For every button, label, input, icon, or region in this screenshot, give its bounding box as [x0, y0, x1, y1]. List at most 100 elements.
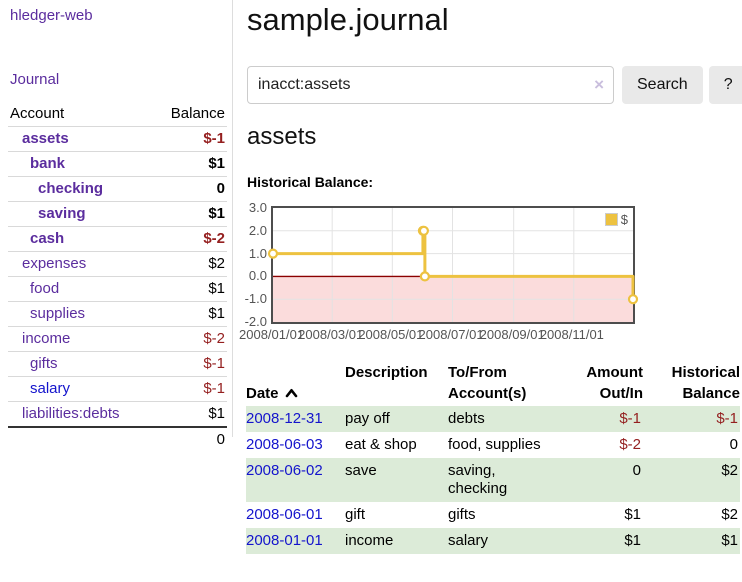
cell-accounts: gifts — [448, 506, 476, 523]
account-heading: assets — [247, 123, 317, 150]
account-link-assets[interactable]: assets — [22, 130, 69, 147]
sidebar-total-row: 0 — [8, 426, 227, 452]
transaction-date-link[interactable]: 2008-01-01 — [246, 532, 323, 549]
cell-balance: $2 — [721, 506, 738, 523]
cell-date: 2008-06-03 — [246, 432, 345, 458]
x-axis-label: 2008/03/01 — [298, 327, 364, 342]
search-input-wrap: × — [247, 66, 614, 104]
account-balance: $1 — [208, 405, 225, 422]
account-link-bank[interactable]: bank — [30, 155, 66, 172]
column-header-accounts[interactable]: To/From Account(s) — [448, 364, 527, 402]
y-axis-label: -2.0 — [244, 314, 267, 329]
account-balance: $2 — [208, 255, 225, 272]
y-axis-label: 0.0 — [248, 268, 267, 284]
account-link-supplies[interactable]: supplies — [30, 305, 86, 322]
account-link-income[interactable]: income — [22, 330, 71, 347]
balance-column-header: Balance — [170, 105, 225, 122]
table-row: 2008-06-03 eat & shop food, supplies $-2 0 — [246, 432, 740, 458]
x-axis-label: 2008/07/01 — [418, 327, 484, 342]
chart-legend: $ — [602, 211, 630, 228]
sidebar-account-row: liabilities:debts $1 — [8, 401, 227, 426]
transaction-date-link[interactable]: 2008-06-03 — [246, 436, 323, 453]
account-balance: $1 — [208, 155, 225, 172]
chart-canvas — [267, 208, 639, 322]
account-column-header: Account — [10, 105, 65, 122]
y-axis-label: 1.0 — [248, 245, 267, 261]
legend-swatch-icon — [604, 213, 618, 226]
chart-point-marker — [419, 271, 430, 282]
cell-description: income — [345, 532, 394, 549]
cell-balance: 0 — [729, 436, 738, 453]
sort-ascending-icon — [285, 389, 297, 398]
table-row: 2008-12-31 pay off debts $-1 $-1 — [246, 406, 740, 432]
y-axis-label: -1.0 — [244, 291, 267, 307]
cell-description: eat & shop — [345, 436, 417, 453]
y-axis-label: 2.0 — [248, 222, 267, 238]
column-header-balance[interactable]: Historical Balance — [671, 364, 740, 402]
sidebar-account-row: salary $-1 — [8, 376, 227, 401]
chart-point-marker — [627, 294, 639, 305]
search-bar: × Search ? — [247, 66, 742, 104]
column-header-date[interactable]: Date — [246, 362, 345, 406]
account-balance: $-2 — [203, 230, 225, 247]
page-title: sample.journal — [247, 2, 449, 37]
account-balance: $1 — [208, 205, 225, 222]
sidebar-account-row: expenses $2 — [8, 251, 227, 276]
y-axis-label: 3.0 — [248, 200, 267, 215]
historical-balance-chart: $ 3.0 2.0 1.0 0.0 -1.0 -2.0 2008/01/01 2008/03… — [239, 200, 642, 348]
chart-point-marker — [267, 248, 279, 259]
cell-accounts: debts — [448, 410, 485, 427]
cell-date: 2008-06-02 — [246, 458, 345, 502]
cell-amount: $1 — [624, 532, 641, 549]
account-balance: $-1 — [203, 380, 225, 397]
account-link-liabilities-debts[interactable]: liabilities:debts — [22, 405, 120, 422]
account-link-food[interactable]: food — [30, 280, 60, 297]
cell-balance: $2 — [721, 462, 738, 479]
sidebar-account-row: income $-2 — [8, 326, 227, 351]
cell-amount: $1 — [624, 506, 641, 523]
sidebar-account-row: assets $-1 — [8, 126, 227, 151]
account-link-gifts[interactable]: gifts — [30, 355, 58, 372]
cell-description: save — [345, 462, 377, 479]
x-axis-label: 2008/09/01 — [479, 327, 545, 342]
sidebar-account-row: cash $-2 — [8, 226, 227, 251]
x-axis-label: 2008/05/01 — [358, 327, 424, 342]
account-balance: $1 — [208, 305, 225, 322]
account-link-salary[interactable]: salary — [30, 380, 71, 397]
search-input[interactable] — [247, 66, 614, 104]
sidebar-table-header: Account Balance — [8, 102, 227, 126]
cell-accounts: food, supplies — [448, 436, 541, 453]
column-header-description[interactable]: Description — [345, 364, 428, 381]
account-link-cash[interactable]: cash — [30, 230, 65, 247]
chart-plot-area[interactable]: $ — [267, 206, 639, 324]
cell-balance: $1 — [721, 532, 738, 549]
column-header-amount[interactable]: Amount Out/In — [586, 364, 643, 402]
transaction-date-link[interactable]: 2008-06-01 — [246, 506, 323, 523]
account-balance: $1 — [208, 280, 225, 297]
chart-point-marker — [418, 225, 430, 236]
account-link-expenses[interactable]: expenses — [22, 255, 87, 272]
sidebar-account-row: bank $1 — [8, 151, 227, 176]
x-axis-label: 2008/11/01 — [539, 327, 604, 342]
register-table: Date Description To/From Account(s) Amou… — [246, 362, 740, 554]
cell-description: pay off — [345, 410, 390, 427]
cell-accounts: saving, checking — [448, 462, 508, 497]
sidebar-account-row: supplies $1 — [8, 301, 227, 326]
clear-search-icon[interactable]: × — [594, 75, 604, 94]
account-balance: $-2 — [203, 330, 225, 347]
transaction-date-link[interactable]: 2008-12-31 — [246, 410, 323, 427]
sidebar-account-table: Account Balance assets $-1 bank $1 checking 0… — [8, 102, 227, 452]
table-row: 2008-06-01 gift gifts $1 $2 — [246, 502, 740, 528]
sidebar-account-row: saving $1 — [8, 201, 227, 226]
help-button[interactable]: ? — [708, 66, 742, 104]
cell-date: 2008-06-01 — [246, 502, 345, 528]
app-brand-link[interactable]: hledger-web — [10, 7, 93, 24]
search-button[interactable]: Search — [622, 66, 703, 104]
cell-date: 2008-01-01 — [246, 528, 345, 554]
sidebar-account-row: gifts $-1 — [8, 351, 227, 376]
account-link-checking[interactable]: checking — [38, 180, 104, 197]
sidebar-item-journal[interactable]: Journal — [10, 71, 60, 88]
account-balance: 0 — [216, 180, 225, 197]
account-link-saving[interactable]: saving — [38, 205, 86, 222]
transaction-date-link[interactable]: 2008-06-02 — [246, 462, 323, 479]
